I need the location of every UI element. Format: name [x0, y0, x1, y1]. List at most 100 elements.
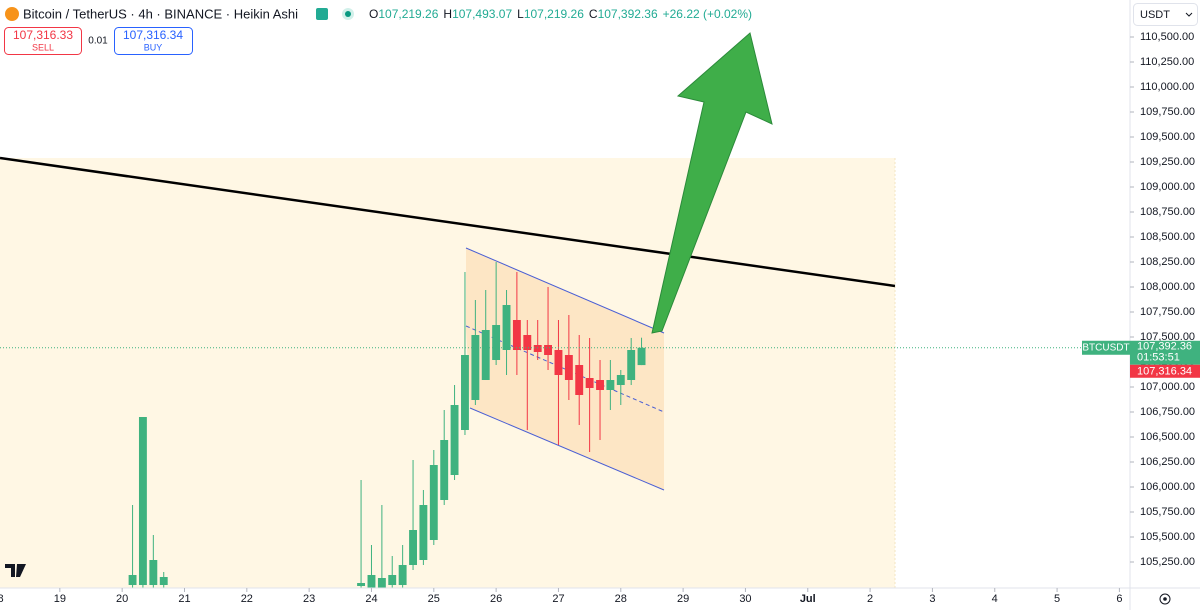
- chart-title: Bitcoin / TetherUS · 4h · BINANCE · Heik…: [23, 6, 298, 21]
- x-tick-label: 19: [54, 593, 66, 605]
- y-tick-label: 105,750.00: [1140, 506, 1195, 518]
- ohlc-letter: L: [517, 7, 524, 21]
- candle-body: [398, 565, 407, 585]
- buy-button[interactable]: [114, 27, 193, 55]
- candle-body: [616, 375, 625, 385]
- currency-dropdown[interactable]: [1133, 3, 1198, 26]
- x-tick-label: 24: [365, 593, 377, 605]
- symbol-label: BTCUSDT: [1082, 342, 1129, 353]
- candle-body: [159, 577, 168, 585]
- settings-icon-dot[interactable]: [1163, 597, 1167, 601]
- ohlc-value: 107,219.26: [524, 7, 584, 21]
- x-tick-label: 22: [241, 593, 253, 605]
- ohlc-value: 107,493.07: [452, 7, 512, 21]
- ohlc-letter: O: [369, 7, 378, 21]
- y-tick-label: 105,500.00: [1140, 531, 1195, 543]
- candle-body: [450, 405, 459, 475]
- y-tick-label: 109,500.00: [1140, 131, 1195, 143]
- spread: 0.01: [88, 36, 108, 47]
- y-tick-label: 109,250.00: [1140, 156, 1195, 168]
- y-tick-label: 108,000.00: [1140, 281, 1195, 293]
- trend-line: [0, 156, 896, 288]
- candle-body: [138, 417, 147, 585]
- x-tick-label: 27: [552, 593, 564, 605]
- candle-body: [627, 350, 636, 380]
- y-tick-label: 109,000.00: [1140, 181, 1195, 193]
- status-dot: [345, 11, 351, 17]
- ohlc-value: 107,219.26: [378, 7, 438, 21]
- candle-body: [377, 578, 386, 588]
- candle-body: [128, 575, 137, 585]
- market-icon: [316, 8, 328, 20]
- channel-line: [469, 407, 665, 491]
- ask-label: 107,316.34: [1137, 366, 1192, 378]
- candle-body: [388, 575, 397, 585]
- candle-body: [461, 355, 469, 430]
- y-tick-label: 108,500.00: [1140, 231, 1195, 243]
- x-tick-label: 30: [739, 593, 751, 605]
- candle-body: [554, 350, 563, 375]
- coin-icon: [5, 7, 19, 21]
- y-tick-label: 110,000.00: [1140, 81, 1194, 93]
- ohlc-values: O107,219.26 H107,493.07 L107,219.26 C107,39…: [369, 7, 752, 21]
- x-tick-label: 28: [615, 593, 627, 605]
- x-tick-label: 3: [929, 593, 935, 605]
- x-tick-label: 2: [867, 593, 873, 605]
- y-tick-label: 108,750.00: [1140, 206, 1195, 218]
- candle-body: [419, 505, 428, 560]
- candle-body: [492, 325, 501, 360]
- ask-tag: [1130, 364, 1200, 378]
- sell-label[interactable]: SELL: [32, 42, 54, 52]
- y-tick-label: 107,750.00: [1140, 306, 1195, 318]
- candles: [0, 262, 1130, 588]
- y-tick-label: 106,000.00: [1140, 481, 1195, 493]
- x-tick-label: 21: [178, 593, 190, 605]
- x-tick-label: 20: [116, 593, 128, 605]
- candle-body: [523, 335, 532, 350]
- currency[interactable]: USDT: [1140, 9, 1170, 21]
- x-tick-label: 29: [677, 593, 689, 605]
- candle-body: [429, 465, 438, 540]
- x-tick-label: 6: [1116, 593, 1122, 605]
- buy-price[interactable]: 107,316.34: [123, 28, 183, 42]
- drawings: [0, 156, 896, 588]
- candle-body: [149, 560, 158, 585]
- candle-body: [606, 380, 615, 390]
- x-tick-label: 18: [0, 593, 4, 605]
- candle-body: [596, 380, 604, 390]
- candle-body: [575, 365, 584, 395]
- candle-body: [471, 335, 480, 400]
- sell-button[interactable]: [4, 27, 82, 55]
- x-tick-label: 25: [428, 593, 440, 605]
- y-tick-label: 106,500.00: [1140, 431, 1195, 443]
- logo: [5, 564, 26, 577]
- settings-icon[interactable]: [1159, 593, 1171, 605]
- x-tick-label: 23: [303, 593, 315, 605]
- candle-body: [409, 530, 417, 565]
- symbol-tag: [1082, 340, 1130, 355]
- candle-body: [357, 583, 366, 586]
- candle-body: [440, 440, 449, 500]
- range-shade: [0, 158, 895, 588]
- x-tick-label: Jul: [800, 593, 816, 605]
- y-tick-label: 106,750.00: [1140, 406, 1195, 418]
- y-tick-label: 108,250.00: [1140, 256, 1195, 268]
- candle-body: [367, 575, 376, 588]
- candle-body: [585, 378, 594, 388]
- countdown: 01:53:51: [1137, 352, 1180, 364]
- y-tick-label: 110,500.00: [1140, 31, 1194, 43]
- axes: 110,500.00 110,250.00 110,000.00 109,750.00…: [0, 31, 1200, 605]
- ohlc-letter: H: [443, 7, 452, 21]
- buy-label[interactable]: BUY: [144, 42, 163, 52]
- arrow: [651, 32, 773, 334]
- x-tick-label: 5: [1054, 593, 1060, 605]
- candle-body: [502, 305, 511, 350]
- dropdown-caret[interactable]: [1185, 12, 1193, 17]
- x-tick-label: 26: [490, 593, 502, 605]
- candle-body: [544, 345, 552, 355]
- y-tick-label: 105,250.00: [1140, 556, 1195, 568]
- sell-price[interactable]: 107,316.33: [13, 28, 73, 42]
- change: +26.22 (+0.02%): [663, 7, 752, 21]
